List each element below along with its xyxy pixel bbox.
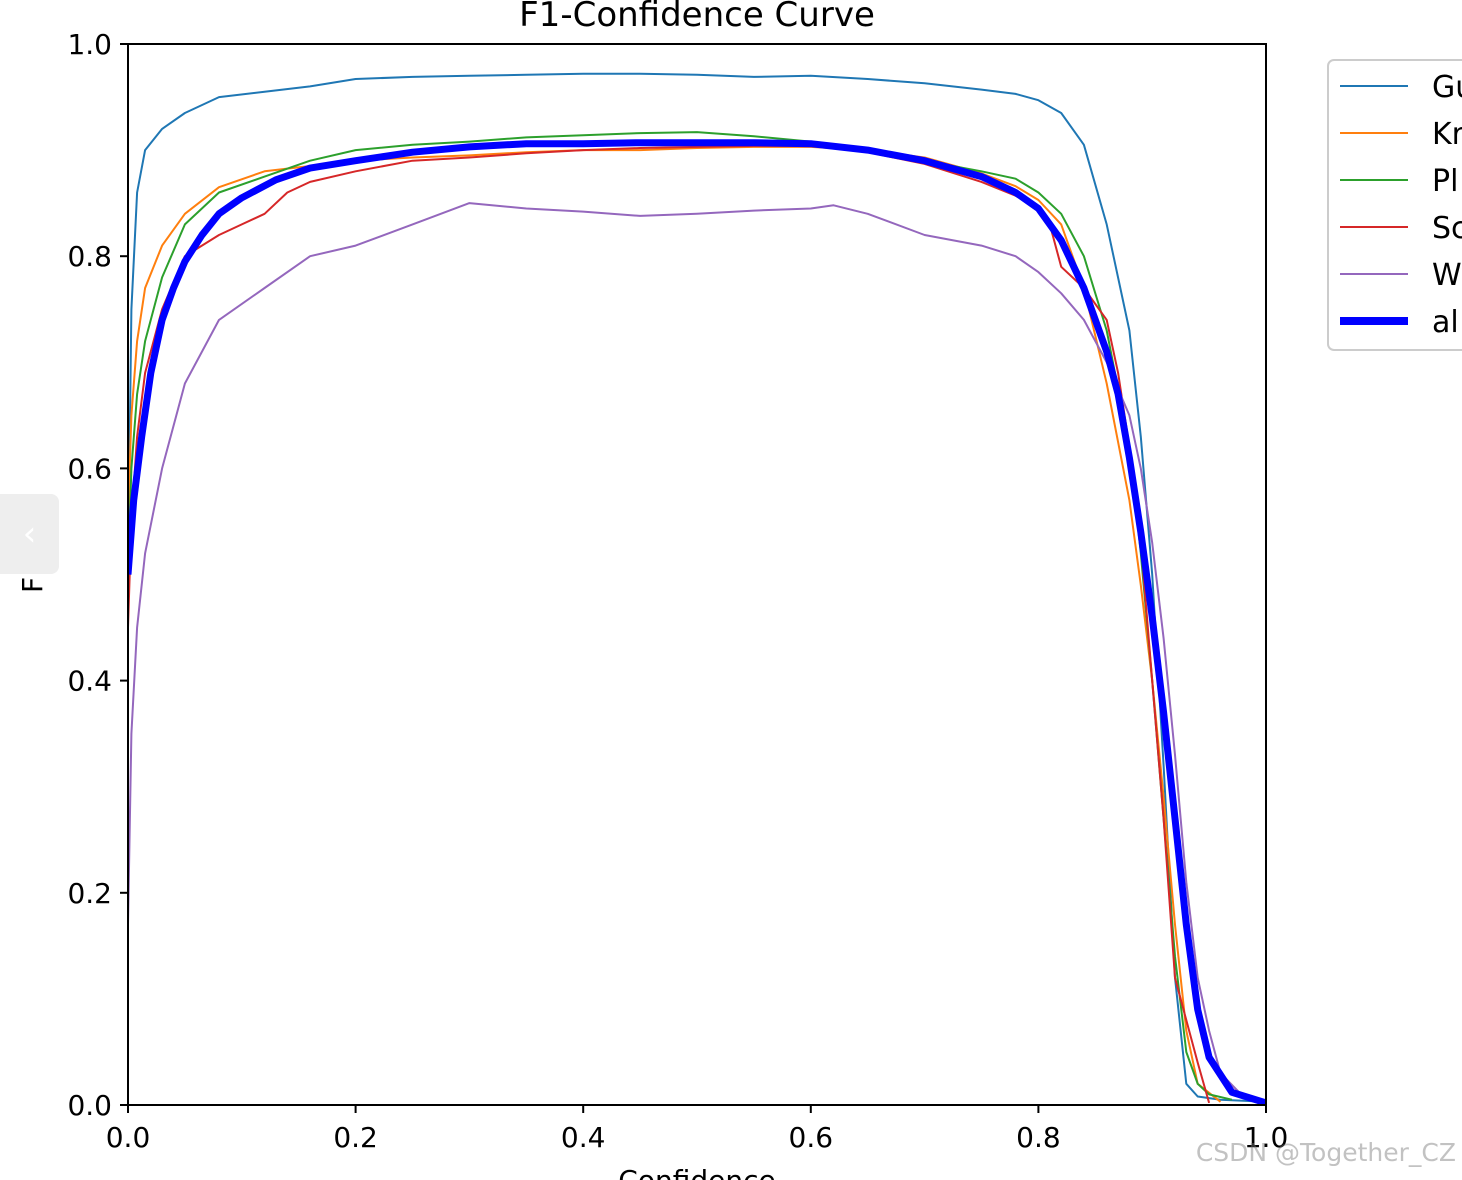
legend-label-pl: Pl xyxy=(1432,164,1458,199)
legend-label-sc: Sc xyxy=(1432,211,1462,246)
series-line-al xyxy=(128,139,1266,1105)
chevron-left-icon: ‹ xyxy=(22,514,37,554)
x-tick-label: 0.6 xyxy=(789,1121,834,1154)
y-tick-label: 1.0 xyxy=(67,28,112,61)
plot-frame xyxy=(127,43,1267,1106)
series-line-sc xyxy=(128,144,1211,1104)
legend-label-gu: Gu xyxy=(1432,70,1462,105)
watermark: CSDN @Together_CZ xyxy=(1195,1138,1456,1167)
x-axis-label: Confidence xyxy=(618,1164,775,1180)
y-tick-label: 0.6 xyxy=(67,452,112,485)
x-tick-label: 1.0 xyxy=(1244,1121,1289,1154)
x-tick-label: 0.2 xyxy=(333,1121,378,1154)
legend-label-al: al xyxy=(1432,305,1459,340)
series-line-kr xyxy=(128,145,1222,1103)
y-tick-label: 0.4 xyxy=(67,665,112,698)
legend-label-w: W xyxy=(1432,258,1462,293)
legend: Gu Kr Pl Sc Wal xyxy=(1327,59,1462,351)
x-tick-label: 0.0 xyxy=(106,1121,151,1154)
series-layer xyxy=(128,72,1266,1105)
y-axis: 0.0 0.2 0.4 0.6 0.8 1.0 xyxy=(67,28,128,1122)
chart-title: F1-Confidence Curve xyxy=(519,0,875,35)
y-tick-label: 0.2 xyxy=(67,877,112,910)
y-tick-label: 0.8 xyxy=(67,240,112,273)
x-tick-label: 0.8 xyxy=(1016,1121,1061,1154)
collapse-sidebar-button[interactable]: ‹ xyxy=(0,494,59,574)
legend-label-kr: Kr xyxy=(1432,117,1462,152)
x-axis: 0.0 0.2 0.4 0.6 0.8 1.0 xyxy=(106,1105,1289,1154)
series-line-gu xyxy=(128,72,1266,1103)
y-tick-label: 0.0 xyxy=(67,1089,112,1122)
series-line-pl xyxy=(128,131,1233,1101)
series-line-w xyxy=(128,202,1266,1104)
x-tick-label: 0.4 xyxy=(561,1121,606,1154)
